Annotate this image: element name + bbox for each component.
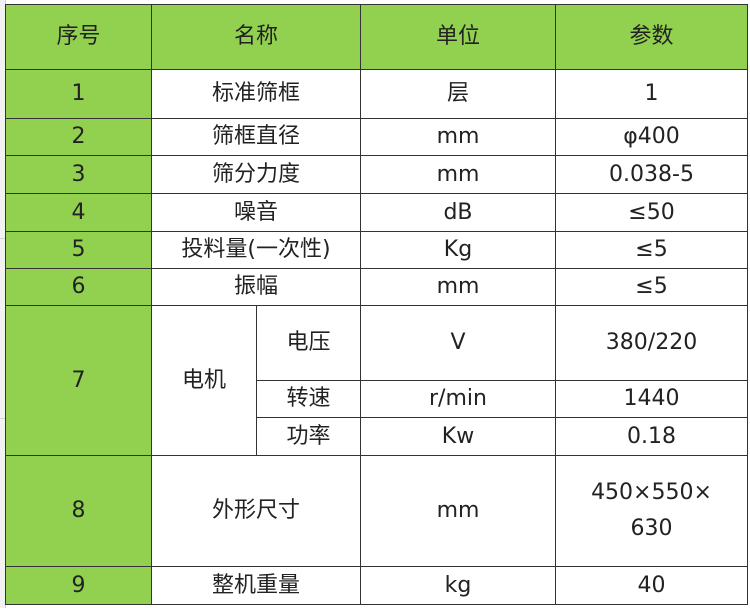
cell-unit: kg — [360, 566, 556, 605]
cell-no: 7 — [5, 305, 152, 456]
cell-no: 9 — [5, 566, 152, 605]
cell-name: 振幅 — [151, 268, 361, 306]
cell-no: 1 — [5, 69, 152, 119]
header-unit: 单位 — [360, 4, 556, 70]
cell-name: 噪音 — [151, 193, 361, 232]
cell-name: 整机重量 — [151, 566, 361, 605]
cell-subname: 电压 — [256, 305, 361, 381]
header-no: 序号 — [5, 4, 152, 70]
cell-unit: mm — [360, 155, 556, 194]
cell-param: φ400 — [555, 118, 748, 156]
cell-name: 标准筛框 — [151, 69, 361, 119]
cell-name: 投料量(一次性) — [151, 231, 361, 269]
cell-subname: 功率 — [256, 417, 361, 456]
cell-param: 380/220 — [555, 305, 748, 381]
cell-name: 外形尺寸 — [151, 455, 361, 567]
cell-subname: 转速 — [256, 380, 361, 418]
cell-param: 1 — [555, 69, 748, 119]
cell-param: 40 — [555, 566, 748, 605]
gutter-gridline — [0, 418, 5, 419]
cell-name: 筛框直径 — [151, 118, 361, 156]
cell-name: 电机 — [151, 305, 257, 456]
cell-unit: Kg — [360, 231, 556, 269]
gutter-gridline — [0, 238, 5, 239]
header-param: 参数 — [555, 4, 748, 70]
cell-unit: 层 — [360, 69, 556, 119]
cell-param: ≤5 — [555, 231, 748, 269]
cell-param: ≤50 — [555, 193, 748, 232]
cell-no: 6 — [5, 268, 152, 306]
header-name: 名称 — [151, 4, 361, 70]
cell-param: 0.038-5 — [555, 155, 748, 194]
cell-param: 1440 — [555, 380, 748, 418]
cell-no: 5 — [5, 231, 152, 269]
cell-name: 筛分力度 — [151, 155, 361, 194]
cell-no: 2 — [5, 118, 152, 156]
cell-unit: mm — [360, 455, 556, 567]
cell-no: 4 — [5, 193, 152, 232]
cell-unit: dB — [360, 193, 556, 232]
cell-param: ≤5 — [555, 268, 748, 306]
cell-unit: Kw — [360, 417, 556, 456]
cell-no: 3 — [5, 155, 152, 194]
cell-param: 450×550× 630 — [555, 455, 748, 567]
cell-unit: mm — [360, 268, 556, 306]
cell-unit: V — [360, 305, 556, 381]
cell-no: 8 — [5, 455, 152, 567]
cell-unit: r/min — [360, 380, 556, 418]
cell-param: 0.18 — [555, 417, 748, 456]
cell-unit: mm — [360, 118, 556, 156]
